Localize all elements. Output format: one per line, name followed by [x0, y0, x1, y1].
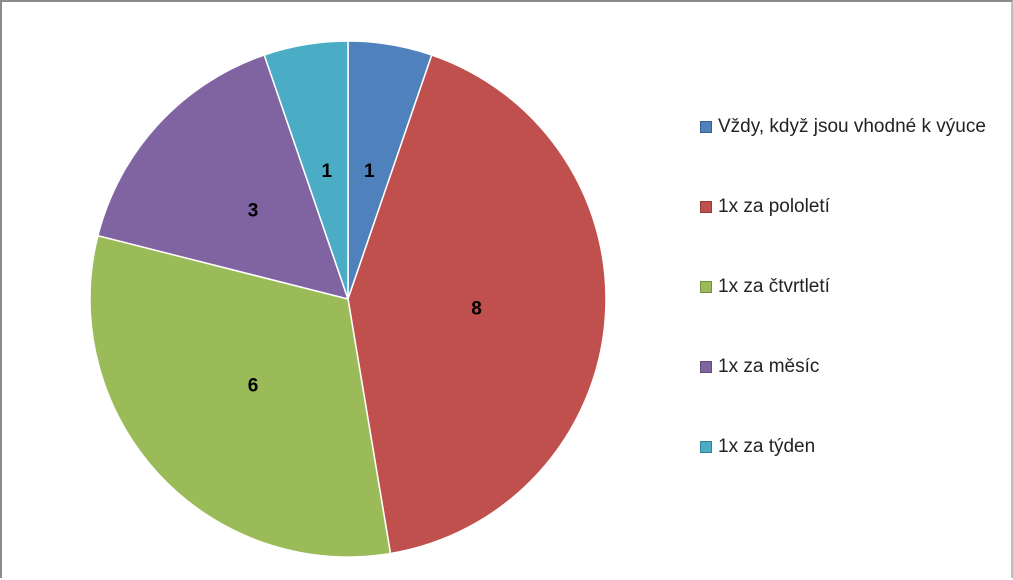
- pie-slice: [96, 54, 350, 301]
- legend: Vždy, když jsou vhodné k výuce 1x za polo…: [700, 112, 1000, 512]
- legend-swatch: [700, 201, 712, 213]
- legend-label: Vždy, když jsou vhodné k výuce: [718, 116, 986, 137]
- legend-label: 1x za čtvrtletí: [718, 276, 830, 297]
- data-label: 3: [248, 201, 259, 222]
- legend-item: 1x za týden: [700, 432, 1000, 512]
- legend-label: 1x za měsíc: [718, 356, 820, 377]
- legend-item: 1x za čtvrtletí: [700, 272, 1000, 352]
- legend-item: Vždy, když jsou vhodné k výuce: [700, 112, 1000, 192]
- legend-item: 1x za měsíc: [700, 352, 1000, 432]
- pie-slice: [263, 40, 349, 300]
- legend-label: 1x za týden: [718, 436, 816, 457]
- data-label: 1: [364, 161, 375, 182]
- data-label: 8: [471, 299, 482, 320]
- legend-label: 1x za pololetí: [718, 196, 830, 217]
- legend-swatch: [700, 441, 712, 453]
- legend-item: 1x za pololetí: [700, 192, 1000, 272]
- legend-swatch: [700, 361, 712, 373]
- data-label: 6: [248, 375, 259, 396]
- legend-swatch: [700, 281, 712, 293]
- pie-slice: [347, 54, 607, 555]
- legend-swatch: [700, 121, 712, 133]
- data-label: 1: [321, 161, 332, 182]
- pie-slice: [89, 234, 392, 558]
